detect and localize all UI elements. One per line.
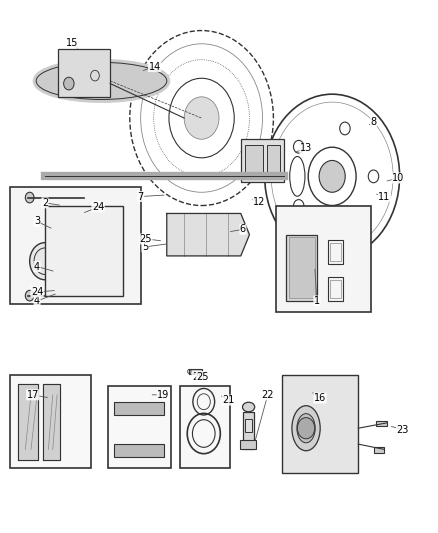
Text: 25: 25 xyxy=(196,372,209,382)
Text: 12: 12 xyxy=(253,197,265,207)
Text: 8: 8 xyxy=(371,117,377,127)
Bar xyxy=(282,375,358,473)
Text: 24: 24 xyxy=(31,287,43,297)
Polygon shape xyxy=(167,214,250,256)
Bar xyxy=(114,444,164,457)
Polygon shape xyxy=(18,384,39,460)
Bar xyxy=(276,206,371,312)
Ellipse shape xyxy=(30,243,60,280)
Text: 4: 4 xyxy=(34,296,40,306)
Text: 23: 23 xyxy=(396,425,409,435)
Bar xyxy=(328,240,343,264)
Text: 17: 17 xyxy=(27,390,39,400)
Circle shape xyxy=(184,97,219,139)
Text: 20: 20 xyxy=(192,372,204,382)
Text: 22: 22 xyxy=(261,390,274,400)
Text: 21: 21 xyxy=(223,395,235,405)
Circle shape xyxy=(25,192,34,203)
Text: 24: 24 xyxy=(92,202,104,212)
Bar xyxy=(328,277,343,301)
Bar xyxy=(114,402,164,415)
Circle shape xyxy=(64,77,74,90)
Text: 14: 14 xyxy=(148,62,161,71)
Bar xyxy=(330,280,341,298)
Text: 10: 10 xyxy=(392,173,404,183)
Text: 11: 11 xyxy=(378,191,391,201)
Bar xyxy=(245,419,252,432)
Bar xyxy=(10,375,91,468)
Ellipse shape xyxy=(297,414,315,443)
Bar xyxy=(289,237,315,298)
Text: 4: 4 xyxy=(34,262,40,271)
Bar xyxy=(286,235,317,301)
Bar xyxy=(171,221,193,251)
Bar xyxy=(243,413,254,449)
Text: 5: 5 xyxy=(142,242,148,252)
Ellipse shape xyxy=(78,243,108,280)
Bar xyxy=(108,386,171,468)
Bar xyxy=(201,221,223,251)
Ellipse shape xyxy=(36,62,167,100)
Circle shape xyxy=(25,290,34,301)
Text: 3: 3 xyxy=(34,216,40,227)
Ellipse shape xyxy=(292,406,320,451)
Bar xyxy=(245,144,262,176)
Bar xyxy=(45,206,123,296)
Text: 16: 16 xyxy=(314,393,326,403)
Text: 2: 2 xyxy=(42,198,48,208)
Ellipse shape xyxy=(243,402,254,412)
Text: 13: 13 xyxy=(300,143,312,154)
Text: 7: 7 xyxy=(138,191,144,201)
Bar xyxy=(180,386,230,468)
Bar xyxy=(267,144,280,176)
Bar xyxy=(376,421,387,426)
Bar xyxy=(374,447,385,453)
Circle shape xyxy=(319,160,345,192)
Bar xyxy=(188,369,201,374)
Text: 1: 1 xyxy=(314,296,320,306)
Bar xyxy=(58,49,110,97)
Bar xyxy=(241,139,284,182)
Bar xyxy=(10,187,141,304)
Polygon shape xyxy=(43,384,60,460)
Text: 19: 19 xyxy=(157,390,170,400)
Bar xyxy=(330,243,341,261)
Circle shape xyxy=(297,418,315,439)
Text: 25: 25 xyxy=(140,234,152,244)
Text: 15: 15 xyxy=(66,38,78,48)
Text: 6: 6 xyxy=(240,224,246,235)
Bar xyxy=(240,440,256,449)
